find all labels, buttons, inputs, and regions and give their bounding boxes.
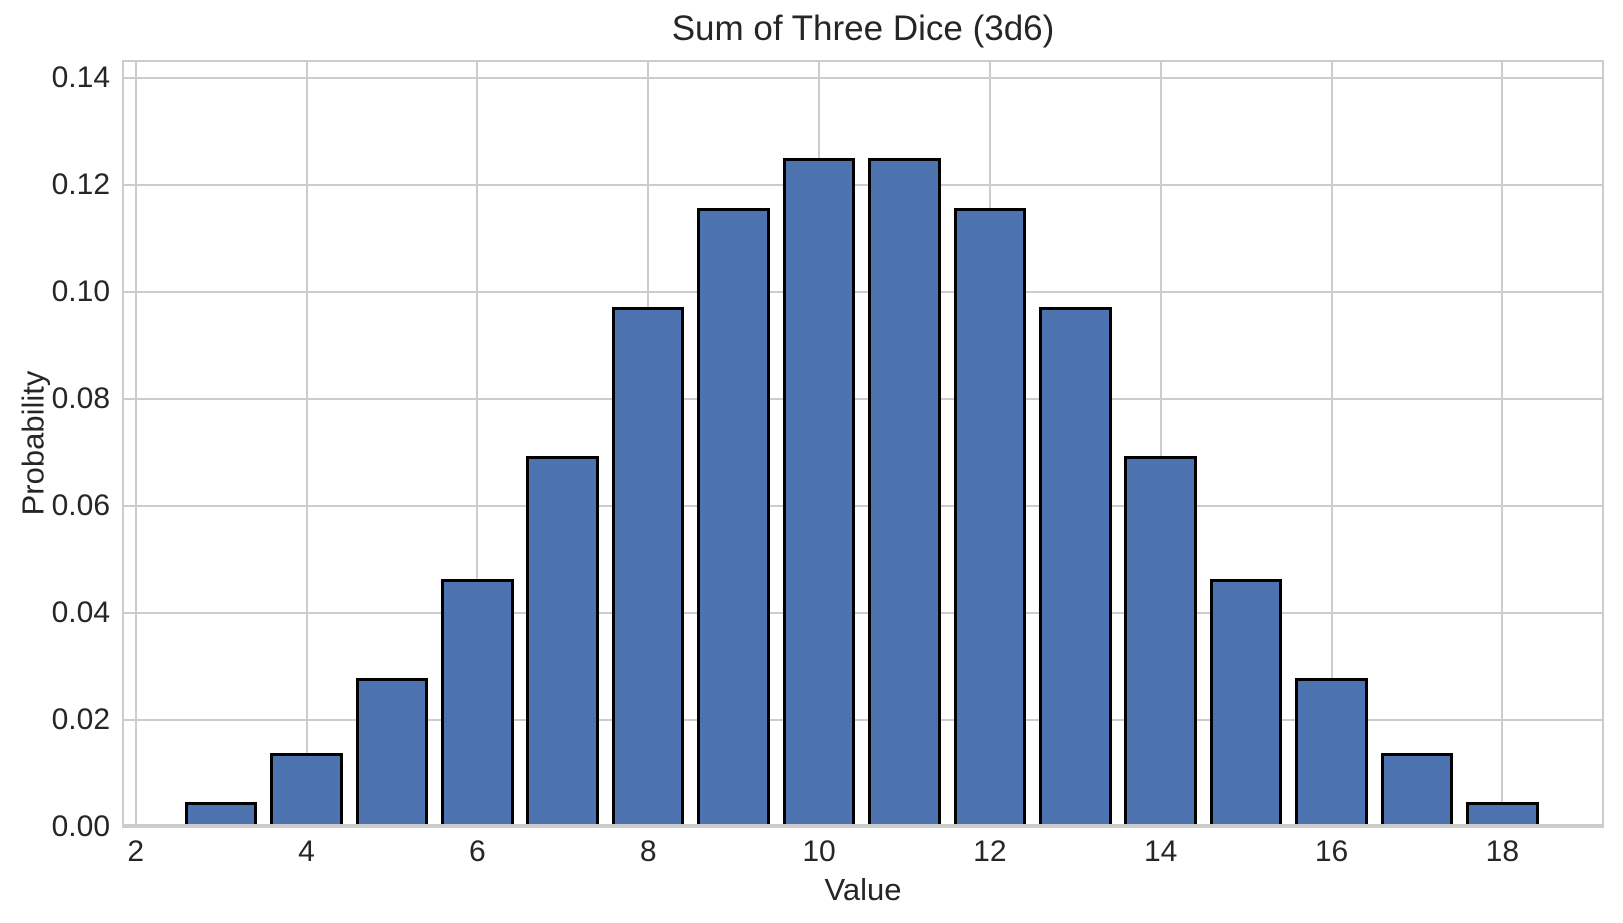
x-tick-label: 16 bbox=[1314, 835, 1349, 868]
left-spine bbox=[122, 60, 124, 827]
y-tick-label: 0.04 bbox=[51, 596, 110, 630]
bar-9 bbox=[697, 207, 770, 827]
x-tick-label: 2 bbox=[127, 835, 144, 868]
horizontal-gridline bbox=[122, 826, 1604, 828]
x-tick-label: 10 bbox=[802, 835, 836, 868]
vertical-gridline bbox=[1330, 60, 1333, 827]
y-tick-label: 0.06 bbox=[51, 489, 110, 523]
chart-title: Sum of Three Dice (3d6) bbox=[671, 9, 1055, 48]
y-axis-label: Probability bbox=[15, 370, 51, 516]
bar-7 bbox=[526, 455, 600, 827]
right-spine bbox=[1602, 60, 1604, 827]
bar-16 bbox=[1295, 678, 1368, 827]
bar-15 bbox=[1209, 579, 1283, 827]
bar-4 bbox=[270, 752, 343, 827]
bar-14 bbox=[1124, 455, 1197, 827]
x-tick-label: 14 bbox=[1143, 835, 1178, 868]
bar-8 bbox=[611, 307, 685, 827]
y-tick-label: 0.12 bbox=[51, 168, 110, 202]
horizontal-gridline bbox=[122, 505, 1604, 508]
x-tick-label: 12 bbox=[973, 835, 1007, 868]
x-tick-label: 4 bbox=[298, 835, 315, 868]
vertical-gridline bbox=[134, 60, 137, 827]
horizontal-gridline bbox=[122, 291, 1604, 294]
horizontal-gridline bbox=[122, 184, 1604, 187]
x-tick-label: 8 bbox=[639, 835, 657, 868]
plot-area bbox=[122, 60, 1604, 828]
horizontal-gridline bbox=[122, 719, 1604, 722]
y-tick-label: 0.08 bbox=[51, 382, 110, 416]
bar-5 bbox=[355, 678, 429, 827]
bar-12 bbox=[953, 207, 1027, 827]
horizontal-gridline bbox=[122, 77, 1604, 80]
y-tick-label: 0.02 bbox=[51, 703, 110, 737]
top-spine bbox=[122, 60, 1604, 62]
bar-11 bbox=[868, 158, 941, 827]
x-tick-label: 6 bbox=[468, 835, 486, 868]
bar-17 bbox=[1380, 752, 1454, 827]
x-axis-label: Value bbox=[824, 872, 902, 907]
y-tick-label: 0.00 bbox=[51, 810, 110, 843]
vertical-gridline bbox=[1159, 60, 1162, 827]
bar-10 bbox=[782, 158, 856, 827]
x-tick-label: 18 bbox=[1485, 835, 1520, 868]
horizontal-gridline bbox=[122, 398, 1604, 401]
y-tick-label: 0.14 bbox=[51, 61, 110, 95]
horizontal-gridline bbox=[122, 612, 1604, 615]
vertical-gridline bbox=[305, 60, 308, 827]
vertical-gridline bbox=[476, 60, 479, 827]
bar-6 bbox=[441, 579, 514, 827]
bar-13 bbox=[1038, 307, 1112, 827]
bottom-spine bbox=[122, 824, 1604, 827]
vertical-gridline bbox=[1501, 60, 1504, 827]
y-tick-label: 0.10 bbox=[51, 275, 110, 309]
